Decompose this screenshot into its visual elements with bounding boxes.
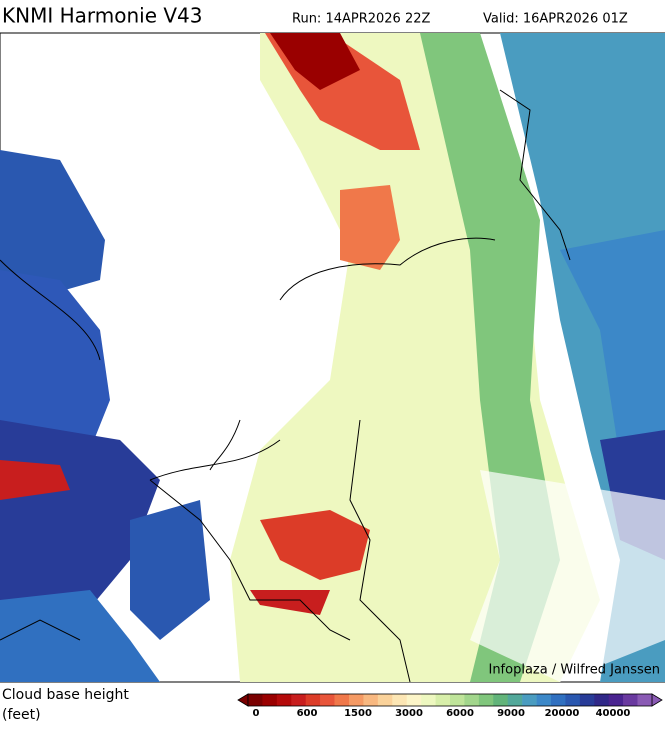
colorbar-swatch [594, 694, 610, 706]
cloud-area [560, 230, 665, 480]
colorbar: 0 600 1500 3000 6000 9000 20000 40000 [237, 693, 663, 719]
colorbar-swatch [320, 694, 335, 706]
colorbar-label: 20000 [545, 708, 580, 719]
colorbar-arrow [237, 693, 249, 707]
colorbar-label: 9000 [497, 708, 525, 719]
cloud-area [0, 270, 110, 460]
cloud-area [0, 460, 70, 500]
border-line [0, 89, 571, 683]
colorbar-swatch [262, 694, 278, 706]
legend-title: Cloud base height [2, 687, 129, 703]
colorbar-label: 6000 [446, 708, 474, 719]
colorbar-label: 0 [253, 708, 260, 719]
colorbar-swatch [435, 694, 451, 706]
colorbar-swatch [450, 694, 465, 706]
colorbar-swatch [363, 694, 379, 706]
valid-time: Valid: 16APR2026 01Z [483, 12, 628, 27]
colorbar-swatch [248, 694, 263, 706]
colorbar-border [247, 693, 653, 707]
colorbar-swatch [551, 694, 566, 706]
colorbar-swatch [565, 694, 581, 706]
colorbar-swatch [637, 694, 653, 706]
colorbar-swatch [377, 694, 393, 706]
colorbar-label: 600 [297, 708, 318, 719]
cloud-area [0, 150, 105, 300]
map [0, 32, 665, 683]
clear-area [470, 470, 665, 682]
colorbar-swatch [349, 694, 364, 706]
colorbar-swatch [522, 694, 537, 706]
colorbar-swatch [493, 694, 509, 706]
cloud-area [270, 33, 360, 90]
colorbar-swatch [478, 694, 494, 706]
colorbar-swatch [406, 694, 422, 706]
legend-unit: (feet) [2, 707, 41, 723]
colorbar-label: 1500 [344, 708, 372, 719]
title: KNMI Harmonie V43 [2, 4, 203, 28]
colorbar-label: 40000 [596, 708, 631, 719]
cloud-area [0, 590, 160, 682]
colorbar-swatch [623, 694, 638, 706]
cloud-area [340, 185, 400, 270]
credit: Infoplaza / Wilfred Janssen [488, 663, 660, 678]
colorbar-swatch [334, 694, 350, 706]
colorbar-swatch [392, 694, 408, 706]
cloud-area [260, 510, 370, 580]
colorbar-swatch [464, 694, 480, 706]
colorbar-swatch [507, 694, 523, 706]
colorbar-swatch [291, 694, 307, 706]
colorbar-arrow [651, 693, 663, 707]
run-time: Run: 14APR2026 22Z [292, 12, 431, 27]
colorbar-swatch [579, 694, 595, 706]
colorbar-label: 3000 [395, 708, 423, 719]
cloud-area [250, 590, 330, 615]
colorbar-swatch [421, 694, 436, 706]
colorbar-swatch [608, 694, 624, 706]
cloud-area [130, 500, 210, 640]
colorbar-swatch [305, 694, 321, 706]
colorbar-swatch [536, 694, 552, 706]
colorbar-swatch [276, 694, 292, 706]
